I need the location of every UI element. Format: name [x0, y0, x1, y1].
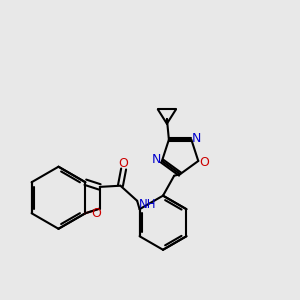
Text: O: O: [92, 207, 101, 220]
Text: N: N: [192, 131, 202, 145]
Text: O: O: [199, 156, 209, 169]
Text: O: O: [119, 157, 129, 170]
Text: NH: NH: [139, 198, 157, 211]
Text: N: N: [152, 153, 161, 166]
